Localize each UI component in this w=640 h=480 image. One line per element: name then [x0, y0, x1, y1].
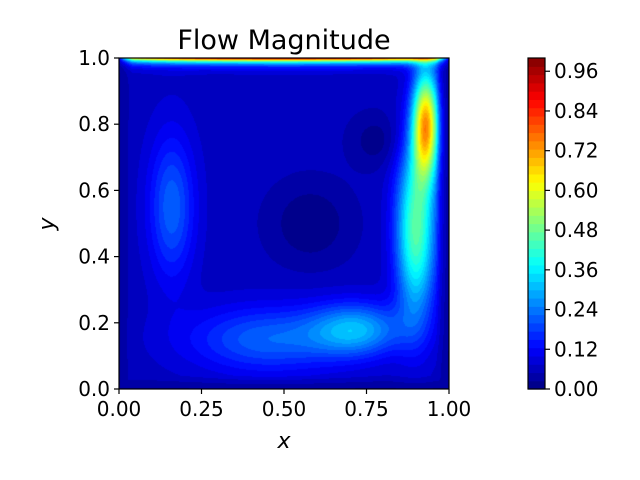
colorbar-band: [528, 206, 545, 216]
colorbar-band: [528, 215, 545, 225]
colorbar-band: [528, 248, 545, 258]
colorbar-band: [528, 339, 545, 349]
colorbar-band: [528, 58, 545, 67]
y-tick-label: 0.8: [78, 112, 110, 136]
heatmap-field: [119, 58, 449, 389]
colorbar-band: [528, 264, 545, 274]
colorbar-band: [528, 355, 545, 365]
colorbar-band: [528, 149, 545, 158]
colorbar-tick-label: 0.24: [554, 298, 599, 322]
colorbar-tick-label: 0.72: [554, 139, 599, 163]
colorbar-band: [528, 240, 545, 249]
colorbar-tick-label: 0.60: [554, 178, 599, 202]
colorbar-band: [528, 289, 545, 299]
colorbar-band: [528, 182, 545, 191]
colorbar-band: [528, 173, 545, 183]
colorbar-band: [528, 157, 545, 167]
colorbar-tick-label: 0.96: [554, 59, 599, 83]
colorbar-band: [528, 140, 545, 150]
colorbar-band: [528, 132, 545, 142]
colorbar-band: [528, 372, 545, 382]
colorbar-band: [528, 364, 545, 374]
colorbar-band: [528, 322, 545, 332]
colorbar-ticks: 0.00 0.12 0.24 0.36 0.48 0.60 0.72 0.84 0.96: [545, 59, 599, 401]
y-tick-label: 0.6: [78, 178, 110, 202]
chart-title: Flow Magnitude: [177, 25, 390, 56]
colorbar-tick-label: 0.12: [554, 337, 599, 361]
colorbar-tick-label: 0.00: [554, 377, 599, 401]
colorbar-band: [528, 231, 545, 241]
colorbar-band: [528, 66, 545, 76]
colorbar-band: [528, 115, 545, 125]
y-tick-label: 0.0: [78, 377, 110, 401]
colorbar-band: [528, 297, 545, 307]
colorbar-band: [528, 165, 545, 175]
x-tick-label: 0.00: [97, 397, 142, 421]
colorbar-tick-label: 0.84: [554, 99, 599, 123]
colorbar-band: [528, 314, 545, 324]
y-axis: 0.0 0.2 0.4 0.6 0.8 1.0: [78, 46, 119, 401]
x-tick-label: 0.75: [344, 397, 389, 421]
colorbar-band: [528, 380, 545, 390]
x-tick-label: 1.00: [427, 397, 472, 421]
x-axis: 0.00 0.25 0.50 0.75 1.00: [97, 389, 472, 421]
colorbar-band: [528, 190, 545, 200]
colorbar-band: [528, 273, 545, 283]
colorbar-band: [528, 107, 545, 117]
colorbar-band: [528, 124, 545, 134]
colorbar-band: [528, 281, 545, 291]
y-axis-label: y: [35, 217, 60, 232]
colorbar-band: [528, 347, 545, 357]
colorbar-band: [528, 82, 545, 92]
x-tick-label: 0.25: [179, 397, 224, 421]
colorbar-tick-label: 0.48: [554, 218, 599, 242]
colorbar-band: [528, 331, 545, 340]
colorbar-band: [528, 91, 545, 100]
colorbar-band: [528, 256, 545, 266]
y-tick-label: 0.4: [78, 245, 110, 269]
colorbar: [528, 58, 545, 390]
y-tick-label: 1.0: [78, 46, 110, 70]
colorbar-band: [528, 198, 545, 208]
colorbar-band: [528, 74, 545, 84]
x-axis-label: x: [276, 429, 291, 454]
colorbar-band: [528, 223, 545, 233]
colorbar-band: [528, 306, 545, 316]
x-tick-label: 0.50: [262, 397, 307, 421]
y-tick-label: 0.2: [78, 311, 110, 335]
colorbar-tick-label: 0.36: [554, 258, 599, 282]
colorbar-band: [528, 99, 545, 109]
colorbar-frame: [527, 57, 546, 390]
